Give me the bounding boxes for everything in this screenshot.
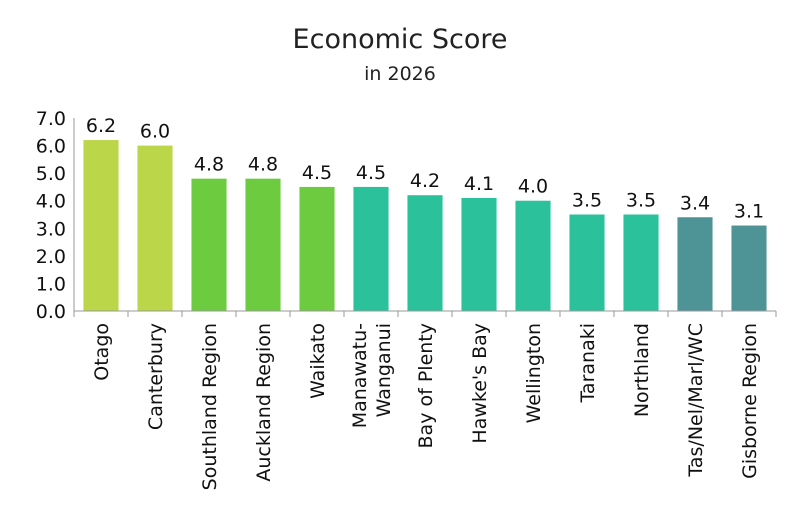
x-tick-label-line: Canterbury (145, 323, 167, 430)
bar (407, 195, 443, 311)
y-tick-label: 4.0 (36, 191, 66, 213)
data-label: 4.5 (356, 162, 386, 184)
x-tick-label-line: Bay of Plenty (415, 323, 437, 448)
x-tick-label: Taranaki (577, 323, 599, 404)
y-tick-label: 7.0 (36, 108, 66, 130)
bar (245, 178, 281, 311)
bars (83, 140, 767, 311)
data-label: 3.1 (734, 201, 764, 223)
data-labels: 6.2 6.0 4.8 4.8 4.5 4.5 4.2 4.1 4.0 3.5 3.5 3.4 3.1 (86, 115, 764, 222)
bar (569, 214, 605, 311)
y-tick-label: 6.0 (36, 136, 66, 158)
y-tick-label: 0.0 (36, 301, 66, 323)
data-label: 4.0 (518, 176, 548, 198)
chart-title: Economic Score (293, 24, 508, 55)
x-tick-label-line: Northland (631, 323, 653, 417)
data-label: 3.5 (626, 190, 656, 212)
data-label: 4.2 (410, 170, 440, 192)
x-tick-label-line: Tas/Nel/Marl/WC (685, 323, 707, 478)
x-tick-label-line: Wellington (523, 323, 545, 423)
data-label: 6.2 (86, 115, 116, 137)
y-tick-label: 5.0 (36, 163, 66, 185)
x-tick-label: Hawke's Bay (469, 323, 491, 444)
data-label: 3.4 (680, 192, 710, 214)
x-tick-label: Auckland Region (253, 323, 275, 482)
x-tick-label: Tas/Nel/Marl/WC (685, 323, 707, 478)
bar (731, 225, 767, 311)
bar (83, 140, 119, 311)
bar (353, 186, 389, 311)
data-label: 3.5 (572, 190, 602, 212)
bar (461, 197, 497, 311)
x-tick-label: Northland (631, 323, 653, 417)
x-tick-label-line: Taranaki (577, 323, 599, 404)
y-tick-label: 3.0 (36, 218, 66, 240)
data-label: 4.8 (248, 154, 278, 176)
bar (137, 145, 173, 311)
bar (677, 217, 713, 311)
x-tick-label: Canterbury (145, 323, 167, 430)
x-tick-label-line: Gisborne Region (739, 323, 761, 479)
x-tick-label-line: Waikato (307, 323, 329, 399)
bar (299, 186, 335, 311)
x-tick-label-line: Auckland Region (253, 323, 275, 482)
x-tick-label: Gisborne Region (739, 323, 761, 479)
data-label: 4.8 (194, 154, 224, 176)
x-tick-label: Waikato (307, 323, 329, 399)
x-tick-label-line: Otago (91, 323, 113, 381)
data-label: 4.1 (464, 173, 494, 195)
y-tick-label: 2.0 (36, 246, 66, 268)
x-tick-label-line: Wanganui (373, 323, 395, 417)
x-tick-label: Manawatu- Wanganui (349, 323, 395, 428)
bar (623, 214, 659, 311)
bar (515, 200, 551, 311)
y-axis: 0.0 1.0 2.0 3.0 4.0 5.0 6.0 7.0 (36, 108, 75, 323)
x-tick-label: Southland Region (199, 323, 221, 490)
data-label: 4.5 (302, 162, 332, 184)
data-label: 6.0 (140, 121, 170, 143)
x-tick-label-line: Southland Region (199, 323, 221, 490)
x-tick-label: Wellington (523, 323, 545, 423)
chart-subtitle: in 2026 (364, 63, 436, 85)
y-tick-label: 1.0 (36, 273, 66, 295)
x-tick-label: Otago (91, 323, 113, 381)
x-axis: Otago Canterbury Southland Region Auckland … (73, 310, 777, 490)
x-tick-label: Bay of Plenty (415, 323, 437, 448)
x-tick-label-line: Hawke's Bay (469, 323, 491, 444)
x-tick-label-line: Manawatu- (349, 323, 371, 428)
bar (191, 178, 227, 311)
